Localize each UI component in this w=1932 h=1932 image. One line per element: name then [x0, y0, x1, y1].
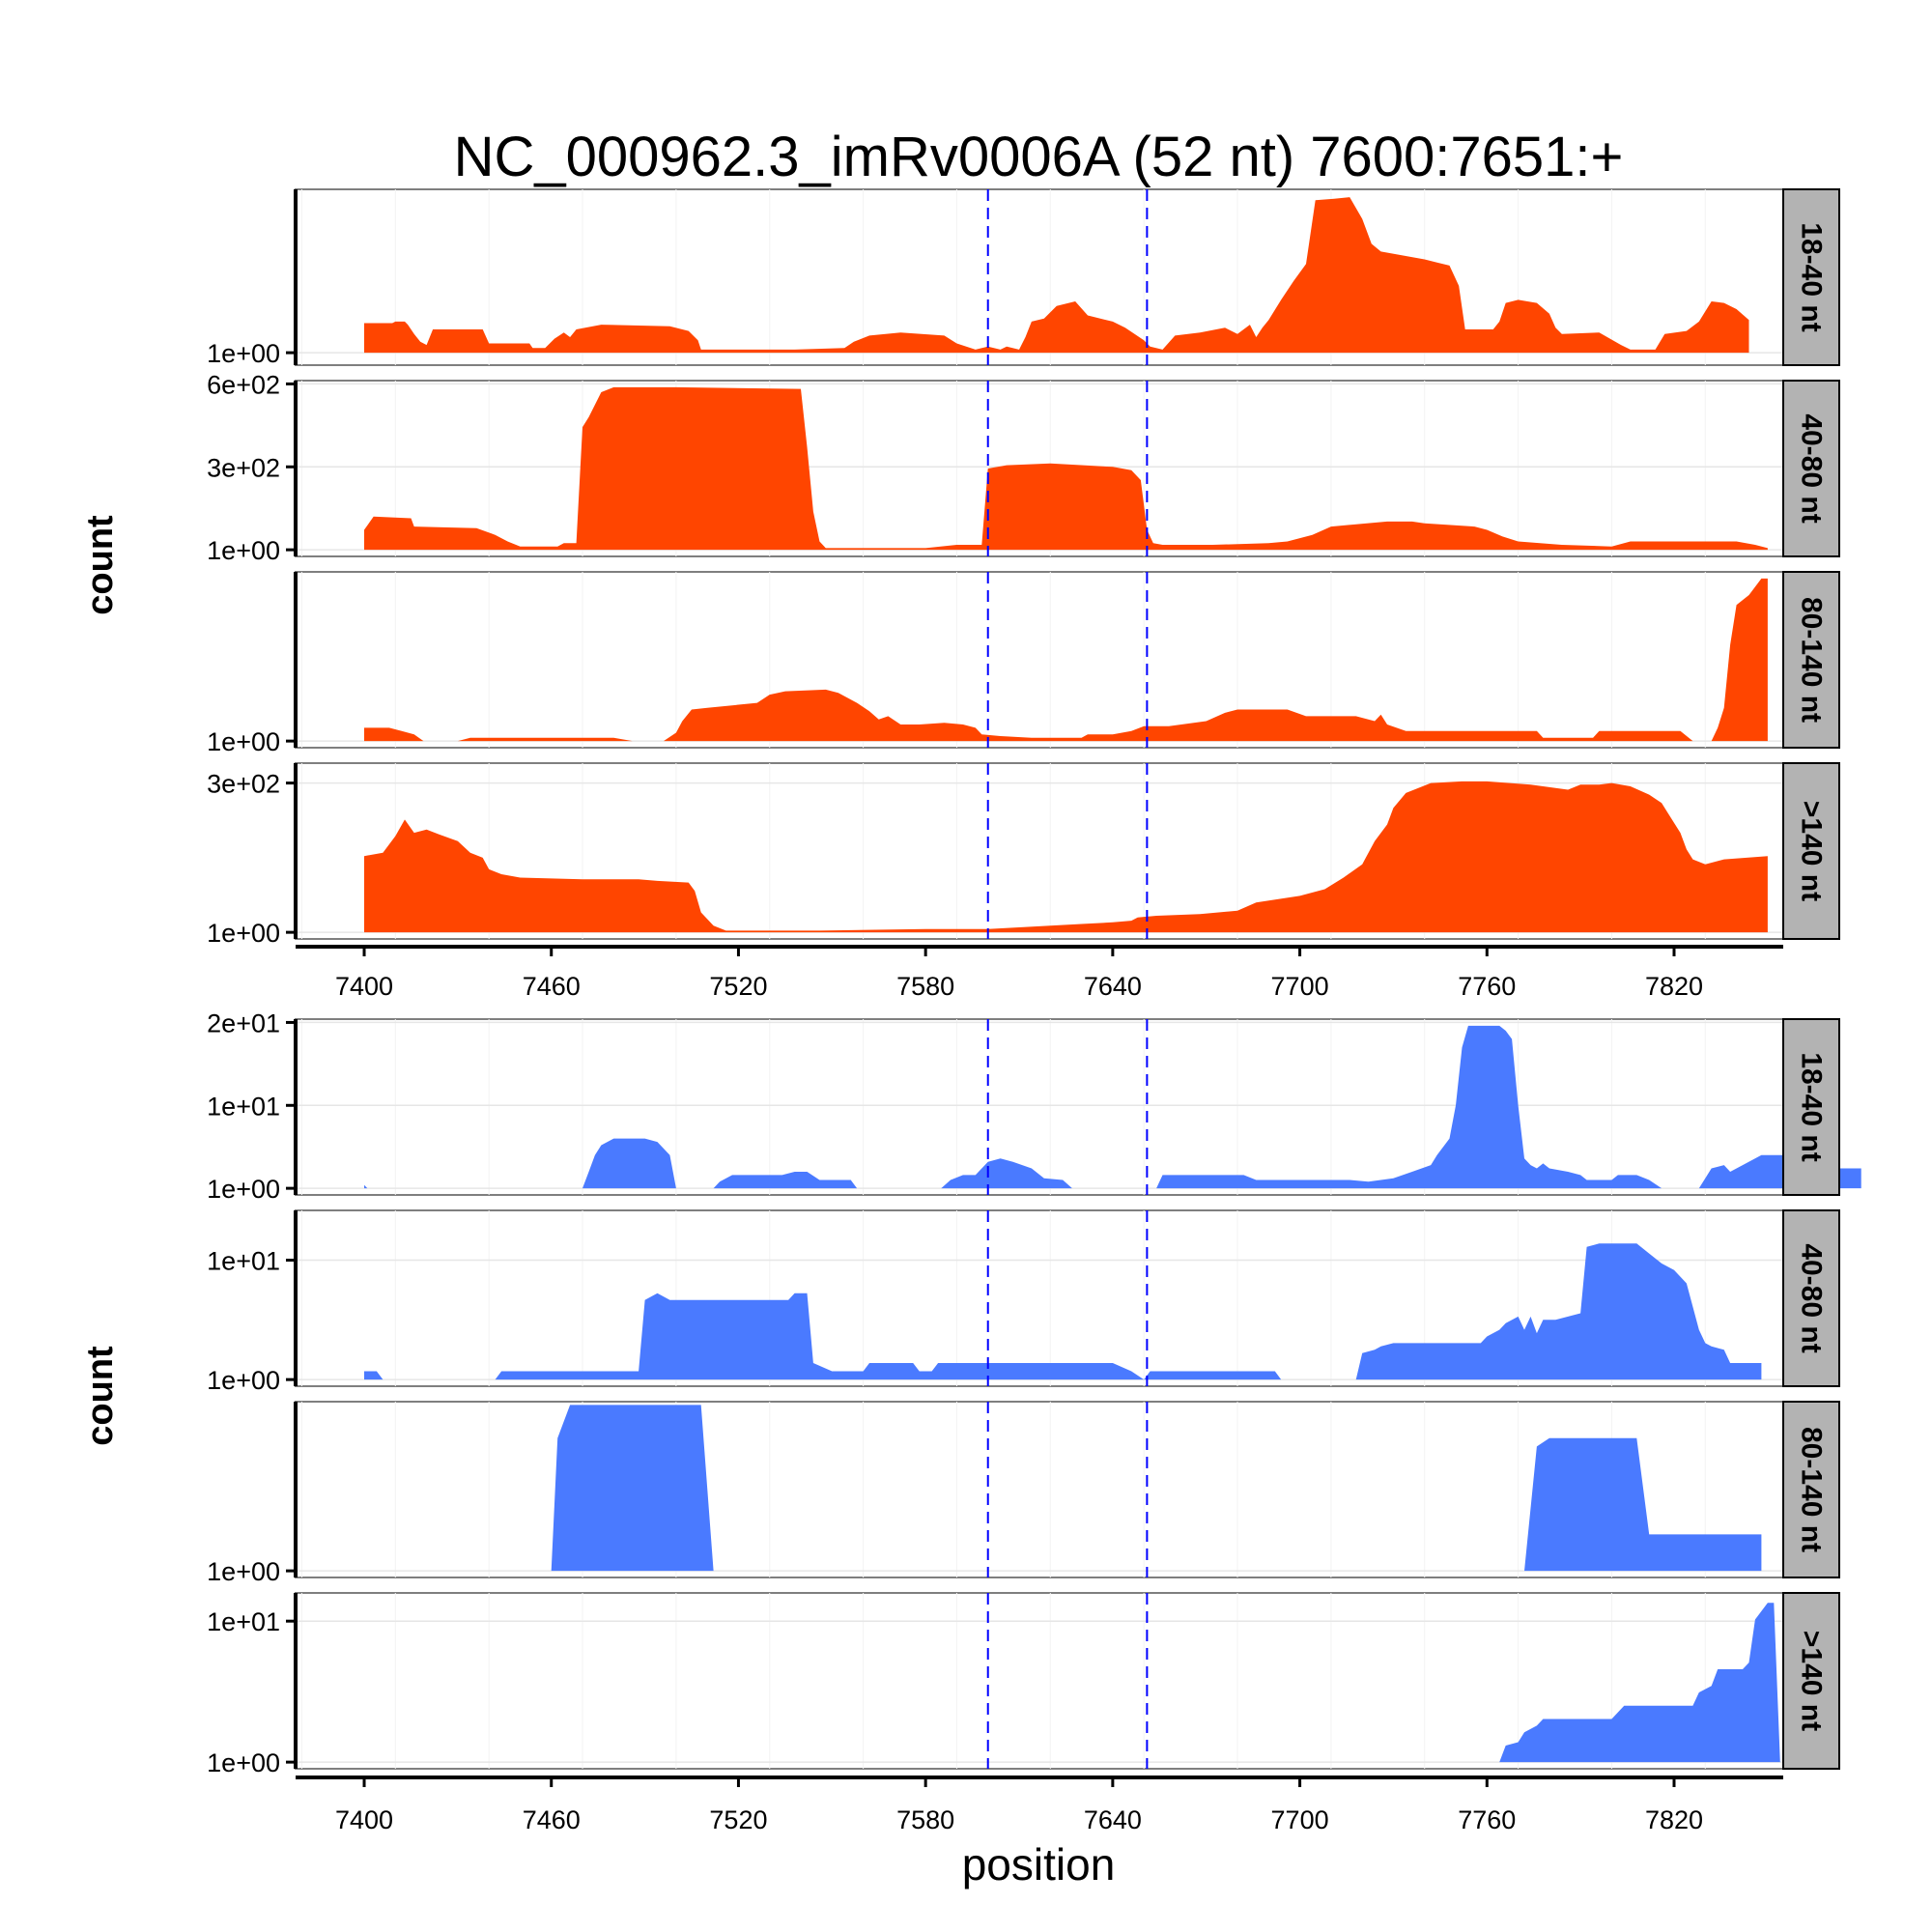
x-tick-label: 7400	[335, 972, 393, 1001]
facet-strip	[1782, 571, 1840, 749]
x-tick-label: 7460	[523, 1805, 581, 1834]
x-tick-label: 7520	[709, 1805, 767, 1834]
facet-strip-label: >140 nt	[1796, 1631, 1828, 1731]
y-tick-label: 3e+02	[207, 770, 280, 799]
x-tick-label: 7760	[1458, 1805, 1516, 1834]
coverage-area	[1499, 1603, 1780, 1763]
y-tick-label: 1e+00	[207, 1366, 280, 1395]
x-tick-label: 7700	[1271, 972, 1329, 1001]
y-tick-label: 1e+00	[207, 1748, 280, 1777]
coverage-area	[364, 1243, 1762, 1380]
facet-panel: 1e+00 80-140 nt	[207, 571, 1840, 756]
coverage-area	[364, 1025, 1861, 1189]
x-tick-label: 7820	[1645, 1805, 1703, 1834]
facet-strip	[1782, 380, 1840, 557]
y-axis-title-bottom: count	[80, 1346, 121, 1446]
y-tick-label: 1e+00	[207, 727, 280, 756]
y-tick-label: 1e+01	[207, 1247, 280, 1276]
panel-group-bottom: 1e+00 1e+01 2e+01 18-40 nt 1e+00 1e+01 40-80 n…	[207, 1009, 1861, 1834]
facet-strip	[1782, 1018, 1840, 1196]
x-tick-label: 7760	[1458, 972, 1516, 1001]
x-tick-label: 7460	[523, 972, 581, 1001]
y-tick-label: 3e+02	[207, 453, 280, 482]
coverage-area	[551, 1405, 1762, 1572]
y-tick-label: 1e+00	[207, 339, 280, 368]
facet-strip	[1782, 1592, 1840, 1770]
facet-panel: 1e+00 1e+01 >140 nt	[207, 1592, 1840, 1777]
x-tick-label: 7640	[1084, 1805, 1142, 1834]
y-tick-label: 1e+00	[207, 536, 280, 565]
facet-strip-label: >140 nt	[1796, 801, 1828, 901]
x-tick-label: 7520	[709, 972, 767, 1001]
facet-strip-label: 18-40 nt	[1796, 1052, 1828, 1161]
facet-panel: 1e+00 18-40 nt	[207, 188, 1840, 368]
x-tick-label: 7640	[1084, 972, 1142, 1001]
panel-background	[295, 1018, 1784, 1196]
y-tick-label: 2e+01	[207, 1009, 280, 1037]
x-tick-label: 7400	[335, 1805, 393, 1834]
y-tick-label: 6e+02	[207, 370, 280, 399]
facet-panel: 1e+00 3e+02 6e+02 40-80 nt	[207, 370, 1840, 565]
x-tick-label: 7580	[896, 972, 954, 1001]
facet-panel: 1e+00 3e+02 >140 nt	[207, 762, 1840, 948]
facet-panel: 1e+00 1e+01 40-80 nt	[207, 1209, 1840, 1395]
y-tick-label: 1e+01	[207, 1607, 280, 1636]
facet-panel: 1e+00 80-140 nt	[207, 1401, 1840, 1586]
x-tick-label: 7820	[1645, 972, 1703, 1001]
facet-panel: 1e+00 1e+01 2e+01 18-40 nt	[207, 1009, 1861, 1204]
facet-strip-label: 80-140 nt	[1796, 597, 1828, 723]
x-axis-title: position	[962, 1839, 1116, 1889]
y-tick-label: 1e+01	[207, 1092, 280, 1121]
facet-strip	[1782, 1209, 1840, 1387]
facet-strip-label: 18-40 nt	[1796, 222, 1828, 331]
facet-strip-label: 40-80 nt	[1796, 1243, 1828, 1352]
y-tick-label: 1e+00	[207, 1175, 280, 1204]
coverage-area	[364, 197, 1749, 354]
facet-strip	[1782, 762, 1840, 940]
facet-strip-label: 40-80 nt	[1796, 413, 1828, 523]
y-tick-label: 1e+00	[207, 919, 280, 948]
coverage-area	[364, 386, 1768, 551]
y-axis-title-top: count	[80, 515, 121, 615]
facet-strip	[1782, 1401, 1840, 1578]
chart-title: NC_000962.3_imRv0006A (52 nt) 7600:7651:…	[454, 126, 1624, 188]
y-tick-label: 1e+00	[207, 1557, 280, 1586]
coverage-area	[364, 781, 1768, 933]
facet-strip	[1782, 188, 1840, 366]
panel-background	[295, 571, 1784, 749]
x-tick-label: 7580	[896, 1805, 954, 1834]
facet-strip-label: 80-140 nt	[1796, 1427, 1828, 1552]
x-tick-label: 7700	[1271, 1805, 1329, 1834]
